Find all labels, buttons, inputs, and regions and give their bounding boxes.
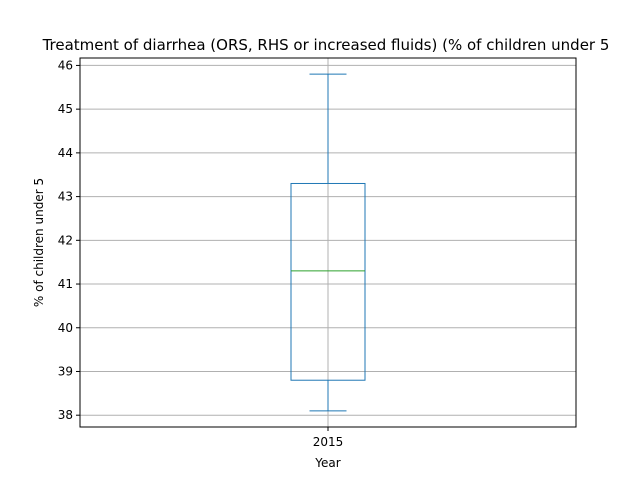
y-axis-label: % of children under 5: [32, 178, 46, 307]
grid-layer: [80, 58, 576, 427]
y-tick-label: 40: [58, 321, 73, 335]
x-tick-label: 2015: [313, 435, 344, 449]
y-tick-label: 46: [58, 58, 73, 72]
y-tick-label: 42: [58, 233, 73, 247]
y-tick-label: 41: [58, 277, 73, 291]
y-tick-label: 39: [58, 364, 73, 378]
y-tick-label: 38: [58, 408, 73, 422]
tick-layer: 38 39 40 41 42 43 44 45 46 2015: [58, 58, 344, 449]
y-tick-label: 45: [58, 102, 73, 116]
box-layer: [290, 73, 366, 412]
chart-title: Treatment of diarrhea (ORS, RHS or incre…: [42, 36, 610, 54]
x-axis-label: Year: [314, 456, 340, 470]
y-tick-label: 43: [58, 190, 73, 204]
y-tick-label: 44: [58, 146, 73, 160]
